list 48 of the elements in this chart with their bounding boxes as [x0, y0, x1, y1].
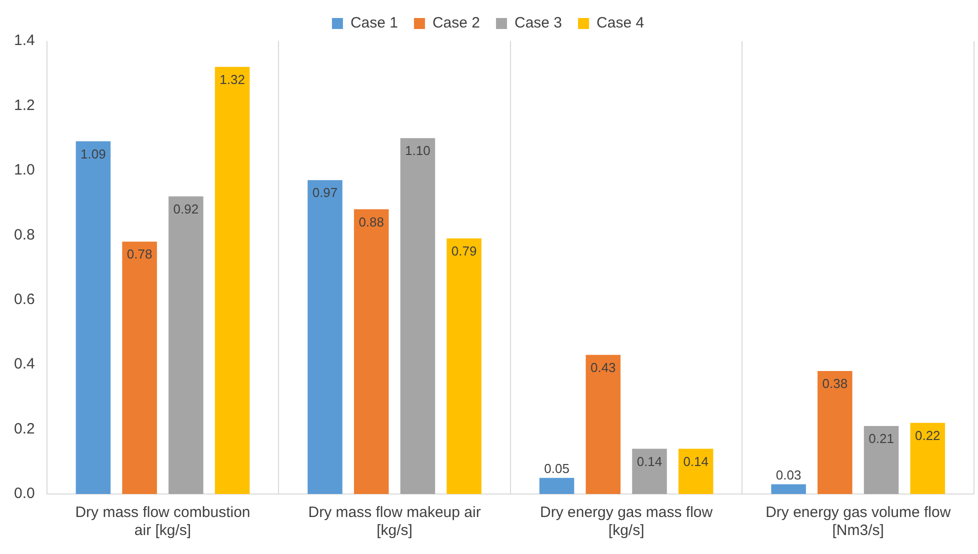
data-label: 1.10: [405, 143, 430, 158]
y-tick-label: 1.0: [14, 162, 35, 179]
bar: [864, 426, 899, 494]
legend-label: Case 2: [432, 14, 480, 32]
bar: [308, 180, 342, 494]
data-label: 0.22: [914, 428, 940, 443]
legend-label: Case 3: [514, 14, 562, 32]
bar: [586, 354, 621, 494]
data-label: 0.88: [358, 214, 384, 230]
data-label: 0.14: [636, 454, 662, 469]
x-tick-label: Dry mass flow makeup air [kg/s]: [308, 504, 481, 540]
legend-label: Case 4: [596, 14, 644, 32]
data-label: 0.97: [312, 185, 338, 200]
bar: [400, 138, 436, 494]
data-label: 0.43: [590, 360, 616, 375]
y-tick-label: 0.4: [14, 356, 35, 373]
y-tick-label: 0.0: [14, 485, 35, 502]
y-tick-label: 0.8: [14, 226, 35, 244]
bar: [539, 478, 574, 494]
data-label: 0.14: [683, 454, 709, 469]
data-label: 0.38: [822, 376, 848, 392]
bar: [214, 66, 250, 494]
y-tick-label: 0.2: [14, 420, 35, 438]
y-tick-label: 1.2: [14, 96, 35, 114]
x-tick-label: Dry mass flow combustion air [kg/s]: [75, 504, 250, 540]
data-label: 0.78: [126, 246, 152, 262]
data-label: 0.79: [451, 243, 477, 258]
bar: [122, 242, 157, 494]
x-tick-label: Dry energy gas mass flow [kg/s]: [540, 504, 713, 540]
data-label: 0.05: [544, 460, 570, 476]
data-label: 0.92: [173, 201, 199, 216]
bar: [632, 448, 667, 494]
data-label: 0.21: [868, 431, 894, 446]
bar: [76, 141, 111, 494]
data-label: 1.32: [220, 72, 245, 87]
bar: [168, 196, 204, 494]
data-label: 0.03: [776, 467, 802, 482]
x-tick-label: Dry energy gas volume flow [Nm3/s]: [766, 504, 951, 540]
bar: [354, 209, 389, 494]
bar: [678, 448, 714, 494]
data-label: 1.09: [80, 146, 106, 162]
bar: [771, 484, 806, 494]
bar: [446, 238, 482, 494]
bar: [910, 422, 946, 494]
legend-label: Case 1: [350, 14, 398, 32]
y-tick-label: 1.4: [14, 32, 35, 50]
bar: [818, 371, 852, 494]
y-tick-label: 0.6: [14, 291, 35, 308]
